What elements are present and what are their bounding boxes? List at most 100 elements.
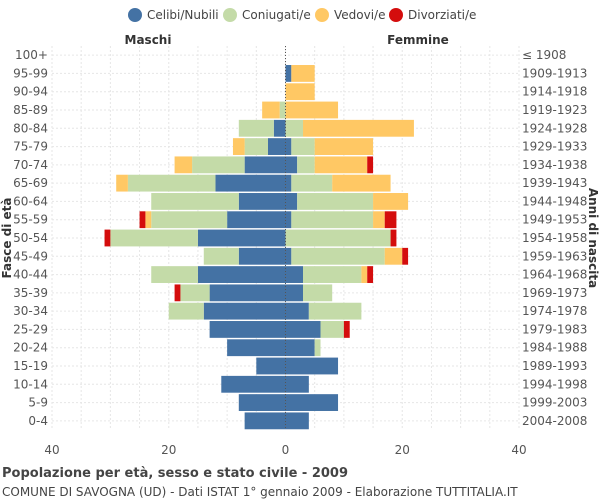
bar-female-nubili-60-64 (285, 193, 298, 210)
bars (104, 65, 414, 430)
bar-male-celibi-45-49 (238, 247, 286, 265)
bar-female-nubili-55-59 (285, 211, 292, 229)
axes: 100+ ≤ 1908 95-99 1909-1913 90-94 1914-1918 85… (13, 46, 587, 457)
bar-male-divorziati-50-54 (104, 229, 111, 247)
age-group-label: 10-14 (13, 377, 48, 391)
bar-female-vedove-60-64 (373, 193, 409, 210)
bar-male-celibi-55-59 (227, 211, 286, 229)
age-group-label: 15-19 (13, 359, 48, 373)
legend-label-vedovi: Vedovi/e (334, 8, 385, 22)
bar-female-coniugate-30-34 (308, 302, 362, 320)
bar-male-celibi-15-19 (256, 357, 286, 375)
age-group-label: 5-9 (28, 396, 48, 410)
bar-male-coniugati-75-79 (244, 138, 268, 155)
bar-female-nubili-15-19 (285, 357, 339, 375)
age-group-label: 55-59 (13, 213, 48, 227)
legend: Celibi/Nubili Coniugati/e Vedovi/e Divor… (128, 8, 476, 22)
bar-male-vedovi-75-79 (232, 138, 245, 155)
bar-male-divorziati-55-59 (139, 211, 146, 229)
birth-year-label: 1929-1933 (522, 140, 587, 154)
bar-female-nubili-25-29 (285, 321, 321, 338)
bar-male-coniugati-85-89 (279, 101, 286, 119)
bar-male-coniugati-40-44 (151, 266, 198, 283)
x-tick-label: 40 (44, 443, 59, 457)
bar-female-nubili-70-74 (285, 156, 298, 174)
age-group-label: 25-29 (13, 322, 48, 336)
x-tick-label: 0 (282, 443, 290, 457)
bar-female-nubili-45-49 (285, 247, 292, 265)
bar-male-coniugati-35-39 (180, 284, 210, 302)
x-tick-label: 20 (161, 443, 176, 457)
bar-female-coniugate-75-79 (291, 138, 315, 155)
age-group-label: 70-74 (13, 158, 48, 172)
bar-female-vedove-70-74 (314, 156, 368, 174)
bar-female-nubili-95-99 (285, 65, 292, 82)
bar-male-coniugati-80-84 (238, 119, 274, 137)
age-group-label: 50-54 (13, 231, 48, 245)
bar-female-divorziate-40-44 (367, 266, 374, 283)
bar-male-vedovi-85-89 (262, 101, 280, 119)
bar-female-nubili-10-14 (285, 375, 309, 393)
age-group-label: 60-64 (13, 194, 48, 208)
legend-swatch-celibi (128, 8, 142, 22)
legend-swatch-coniugati (223, 8, 237, 22)
chart-title: Popolazione per età, sesso e stato civil… (2, 466, 348, 481)
bar-male-celibi-0-4 (244, 412, 286, 430)
bar-female-vedove-85-89 (285, 101, 339, 119)
bar-male-vedovi-65-69 (116, 174, 128, 192)
bar-male-celibi-65-69 (215, 174, 286, 192)
birth-year-label: 1939-1943 (522, 176, 587, 190)
bar-female-coniugate-40-44 (303, 266, 362, 283)
age-group-label: 65-69 (13, 176, 48, 190)
bar-female-coniugate-25-29 (320, 321, 344, 338)
males-header: Maschi (125, 33, 172, 47)
birth-year-label: 1959-1963 (522, 249, 587, 263)
legend-label-celibi: Celibi/Nubili (147, 8, 219, 22)
y-axis-title-right: Anni di nascita (586, 188, 600, 288)
bar-female-coniugate-35-39 (303, 284, 333, 302)
females-header: Femmine (387, 33, 449, 47)
bar-male-coniugati-55-59 (151, 211, 228, 229)
legend-label-coniugati: Coniugati/e (242, 8, 311, 22)
bar-female-divorziate-50-54 (390, 229, 397, 247)
bar-male-coniugati-70-74 (192, 156, 245, 174)
birth-year-label: 1989-1993 (522, 359, 587, 373)
bar-male-coniugati-30-34 (168, 302, 204, 320)
bar-female-nubili-5-9 (285, 394, 339, 411)
bar-female-divorziate-55-59 (384, 211, 397, 229)
bar-female-vedove-55-59 (373, 211, 385, 229)
x-tick-label: 40 (511, 443, 526, 457)
bar-female-coniugate-55-59 (291, 211, 374, 229)
bar-female-vedove-75-79 (314, 138, 374, 155)
birth-year-label: 1994-1998 (522, 377, 587, 391)
bar-female-nubili-30-34 (285, 302, 309, 320)
bar-male-celibi-80-84 (273, 119, 286, 137)
legend-swatch-divorziati (389, 8, 403, 22)
birth-year-label: 1924-1928 (522, 121, 587, 135)
age-group-label: 35-39 (13, 286, 48, 300)
bar-female-coniugate-65-69 (291, 174, 333, 192)
birth-year-label: 1954-1958 (522, 231, 587, 245)
bar-male-celibi-30-34 (203, 302, 286, 320)
bar-female-coniugate-45-49 (291, 247, 385, 265)
bar-male-coniugati-50-54 (110, 229, 198, 247)
age-group-label: 90-94 (13, 85, 48, 99)
birth-year-label: 1909-1913 (522, 66, 587, 80)
bar-female-coniugate-60-64 (297, 193, 374, 210)
bar-female-nubili-40-44 (285, 266, 304, 283)
birth-year-label: 1914-1918 (522, 85, 587, 99)
x-tick-label: 20 (395, 443, 410, 457)
age-group-label: 95-99 (13, 66, 48, 80)
age-group-label: 45-49 (13, 249, 48, 263)
bar-male-coniugati-65-69 (127, 174, 216, 192)
bar-female-divorziate-70-74 (367, 156, 374, 174)
bar-female-divorziate-45-49 (402, 247, 409, 265)
bar-male-celibi-75-79 (267, 138, 286, 155)
birth-year-label: 1919-1923 (522, 103, 587, 117)
chart-subtitle: COMUNE DI SAVOGNA (UD) - Dati ISTAT 1° g… (2, 485, 518, 499)
bar-female-nubili-75-79 (285, 138, 292, 155)
bar-female-vedove-80-84 (303, 119, 414, 137)
birth-year-label: 1979-1983 (522, 322, 587, 336)
bar-female-coniugate-70-74 (297, 156, 315, 174)
age-group-label: 100+ (15, 48, 48, 62)
